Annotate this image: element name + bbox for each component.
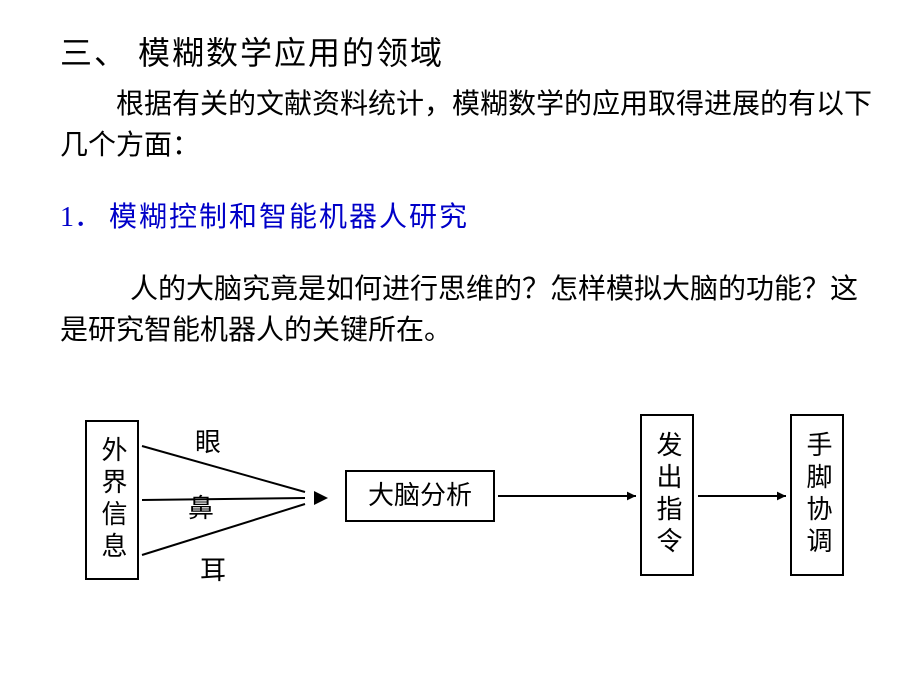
node-label: 外界信息 [99, 436, 125, 564]
sense-label-eye: 眼 [195, 422, 221, 459]
sense-label-ear: 耳 [200, 550, 226, 587]
node-label: 手脚协调 [804, 431, 830, 559]
node-label: 大脑分析 [368, 480, 472, 513]
node-issue-command: 发出指令 [640, 414, 694, 576]
node-limbs-coordination: 手脚协调 [790, 414, 844, 576]
section-title: 三、 模糊数学应用的领域 [60, 28, 444, 74]
sense-label-nose: 鼻 [188, 488, 214, 525]
node-external-info: 外界信息 [85, 420, 139, 580]
subpoint-heading: 1． 模糊控制和智能机器人研究 [60, 195, 469, 235]
subpoint-text: 模糊控制和智能机器人研究 [109, 202, 469, 233]
node-brain-analysis: 大脑分析 [345, 470, 495, 522]
intro-paragraph: 根据有关的文献资料统计，模糊数学的应用取得进展的有以下几个方面： [60, 85, 880, 166]
slide: 三、 模糊数学应用的领域 根据有关的文献资料统计，模糊数学的应用取得进展的有以下… [0, 0, 920, 690]
node-label: 发出指令 [654, 431, 680, 559]
flowchart: 外界信息 大脑分析 发出指令 手脚协调 眼 鼻 耳 [0, 400, 920, 620]
subpoint-number: 1． [60, 202, 102, 233]
body-paragraph: 人的大脑究竟是如何进行思维的？怎样模拟大脑的功能？这是研究智能机器人的关键所在。 [60, 270, 880, 351]
